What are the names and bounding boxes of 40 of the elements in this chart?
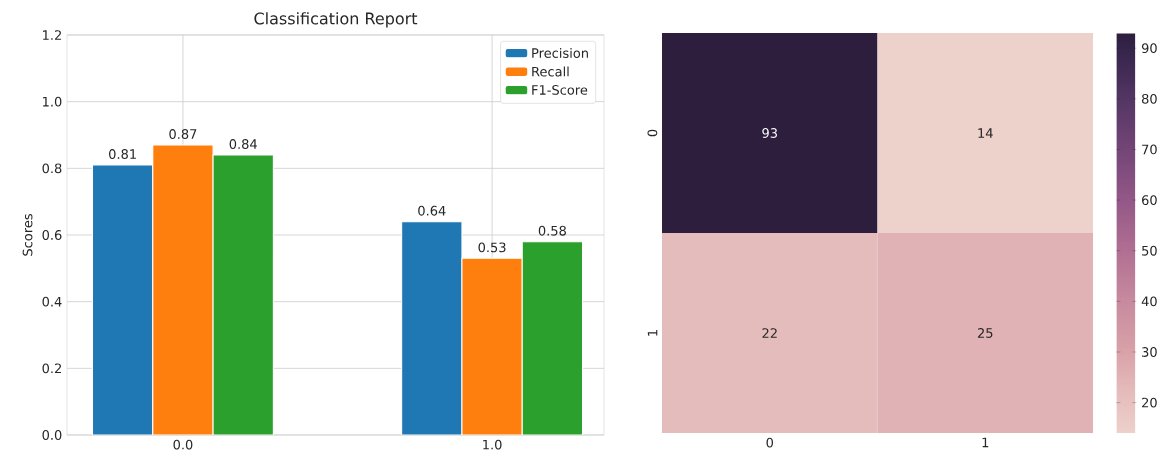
color-bar-label: 40 [1141, 296, 1157, 307]
color-bar-label: 90 [1141, 43, 1157, 54]
data-label: 0.58 [538, 225, 566, 236]
color-bar-label: 60 [1142, 195, 1157, 206]
legend-label: Recall [532, 66, 569, 77]
y-axis-title: Scores [22, 214, 33, 256]
data-label: 22 [762, 328, 777, 338]
color-bar-label: 20 [1142, 397, 1157, 408]
bar [91, 164, 154, 435]
chart-title: Classification Report [254, 12, 418, 28]
x-tick-label: 0 [766, 437, 774, 448]
y-tick-label: 0.8 [42, 163, 62, 174]
data-label: 0.53 [478, 242, 506, 253]
legend-label: F1-Score [532, 85, 588, 95]
legend-label: Precision [532, 47, 588, 58]
data-label: 25 [977, 328, 993, 338]
y-tick-label: 1.0 [43, 96, 62, 107]
x-tick-label: 1.0 [483, 439, 502, 450]
x-tick-label: 0.0 [173, 439, 193, 450]
bar [461, 257, 523, 435]
bar [401, 221, 463, 435]
data-label: 0.84 [229, 139, 257, 149]
color-bar-label: 50 [1142, 245, 1157, 256]
y-tick-label: 0.2 [42, 363, 61, 374]
data-label: 93 [762, 128, 777, 138]
y-tick-label: 0.0 [42, 430, 62, 440]
data-label: 0.81 [109, 149, 136, 159]
bar [212, 154, 274, 435]
data-label: 0.87 [169, 129, 197, 139]
color-bar-label: 80 [1141, 93, 1157, 104]
data-label: 14 [978, 128, 993, 138]
y-tick-label: 1.2 [43, 30, 61, 40]
color-bar-label: 30 [1142, 347, 1157, 357]
bar [152, 144, 214, 435]
y-tick-label: 0.6 [42, 230, 62, 240]
bar [521, 241, 584, 435]
data-label: 0.64 [418, 205, 446, 216]
x-tick-label: 1 [982, 437, 989, 448]
color-bar-label: 70 [1142, 144, 1157, 155]
y-tick-label: 0.4 [42, 296, 62, 307]
